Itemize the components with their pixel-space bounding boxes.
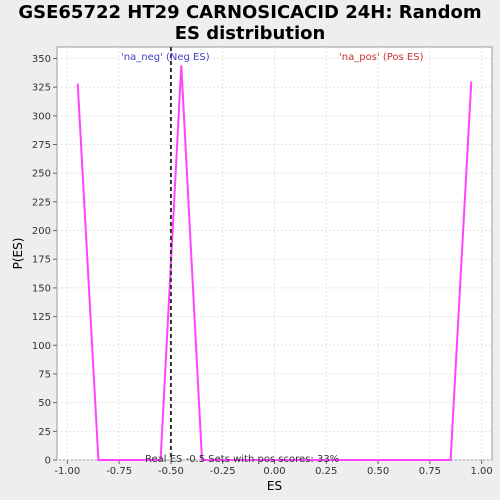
chart-title-line2: ES distribution — [174, 23, 326, 44]
x-tick-label: 0.00 — [263, 466, 285, 477]
y-tick-label: 325 — [32, 83, 51, 94]
x-tick-label: -0.75 — [106, 466, 132, 477]
y-tick-label: 300 — [32, 111, 51, 122]
real-es-annotation: Real ES -0.5 Sets with pos scores: 33% — [145, 454, 339, 465]
y-tick-label: 250 — [32, 169, 51, 180]
x-tick-label: -0.50 — [158, 466, 184, 477]
y-tick-label: 25 — [38, 427, 51, 438]
y-axis-title: P(ES) — [11, 238, 25, 270]
y-tick-label: 50 — [38, 398, 51, 409]
x-tick-label: 0.25 — [315, 466, 337, 477]
y-tick-label: 125 — [32, 312, 51, 323]
y-tick-label: 225 — [32, 197, 51, 208]
axis-ticks: -1.00 -0.75 -0.50 -0.25 0.00 0.25 0.50 0.75 1.00… — [32, 54, 493, 477]
x-axis-title: ES — [267, 479, 282, 493]
x-tick-label: 1.00 — [471, 466, 493, 477]
x-tick-label: 0.75 — [419, 466, 441, 477]
distribution-line — [76, 65, 473, 461]
neg-es-label: 'na_neg' (Neg ES) — [121, 52, 210, 63]
y-tick-label: 0 — [45, 456, 51, 467]
y-tick-label: 350 — [32, 54, 51, 65]
pos-es-label: 'na_pos' (Pos ES) — [339, 52, 424, 63]
x-tick-label: 0.50 — [367, 466, 389, 477]
y-tick-label: 200 — [32, 226, 51, 237]
series-layer — [76, 65, 473, 461]
y-tick-label: 75 — [38, 369, 51, 380]
y-tick-label: 150 — [32, 283, 51, 294]
y-tick-label: 175 — [32, 255, 51, 266]
x-tick-label: -0.25 — [210, 466, 236, 477]
y-tick-label: 275 — [32, 140, 51, 151]
chart-title: GSE65722 HT29 CARNOSICACID 24H: Random E… — [0, 2, 500, 44]
y-tick-label: 100 — [32, 341, 51, 352]
x-tick-label: -1.00 — [54, 466, 80, 477]
chart-title-line1: GSE65722 HT29 CARNOSICACID 24H: Random — [18, 2, 482, 23]
